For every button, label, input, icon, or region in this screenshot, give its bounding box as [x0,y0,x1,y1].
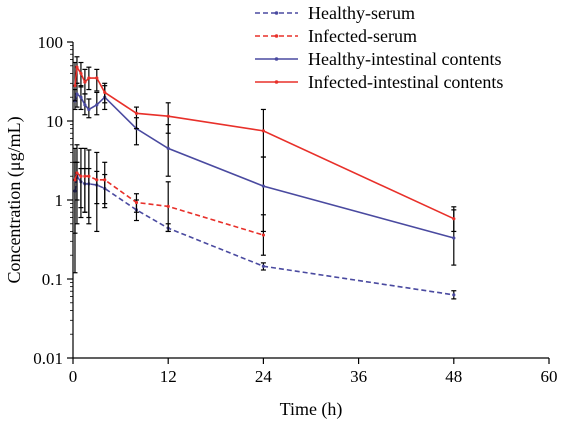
data-point [166,146,170,150]
legend-label: Infected-serum [308,26,417,46]
data-point [95,76,99,80]
data-point [452,293,456,297]
x-ticks: 0 12 24 36 48 60 [69,358,558,386]
data-point [83,80,87,84]
legend-label: Healthy-serum [308,3,415,23]
data-point [87,174,91,178]
y-tick-label: 10 [46,112,63,131]
y-axis-title: Concentration (μg/mL) [4,116,25,283]
data-point [452,217,456,221]
data-point [166,114,170,118]
data-point [103,178,107,182]
data-point [261,184,265,188]
series-line [74,171,264,236]
legend-marker [274,57,279,61]
y-tick-label: 0.1 [42,270,63,289]
series-3 [72,82,457,266]
series-1 [72,161,457,300]
data-point [134,200,139,205]
data-point [83,103,87,107]
legend: Healthy-serum Infected-serum Healthy-intes… [255,3,503,92]
data-point [79,174,83,178]
x-tick-label: 12 [160,367,177,386]
data-point [261,233,265,237]
data-point [261,264,265,268]
data-point [134,111,139,115]
y-tick-label: 100 [38,33,64,52]
data-point [103,90,107,95]
plot-area [72,56,457,300]
data-point [166,204,170,208]
x-tick-label: 0 [69,367,78,386]
data-point [75,171,79,175]
series-line [74,92,455,239]
x-tick-label: 48 [445,367,462,386]
y-tick-label: 1 [55,191,64,210]
x-tick-label: 24 [255,367,273,386]
legend-label: Healthy-intestinal contents [308,49,501,69]
data-point [95,103,99,107]
series-line [74,174,454,296]
legend-label: Infected-intestinal contents [308,72,503,92]
x-tick-label: 60 [541,367,558,386]
data-point [75,92,79,96]
axes: 0 12 24 36 48 60 0.01 0.1 1 10 100 Time (h) Conce… [4,33,558,420]
data-point [452,236,456,240]
y-ticks: 0.01 0.1 1 10 100 [33,33,73,368]
data-point [79,95,83,99]
data-point [79,71,83,76]
data-point [95,178,99,182]
data-point [83,174,87,178]
x-axis-title: Time (h) [280,399,343,420]
data-point [75,65,79,69]
data-point [73,84,77,88]
series-2 [72,144,266,274]
data-point [261,129,265,133]
y-tick-label: 0.01 [33,349,63,368]
data-point [73,178,77,182]
series-4 [72,56,457,233]
data-point [87,76,91,80]
legend-marker [274,34,279,38]
x-tick-label: 36 [350,367,367,386]
legend-marker [274,80,279,84]
legend-marker [274,11,279,15]
data-point [87,107,91,112]
